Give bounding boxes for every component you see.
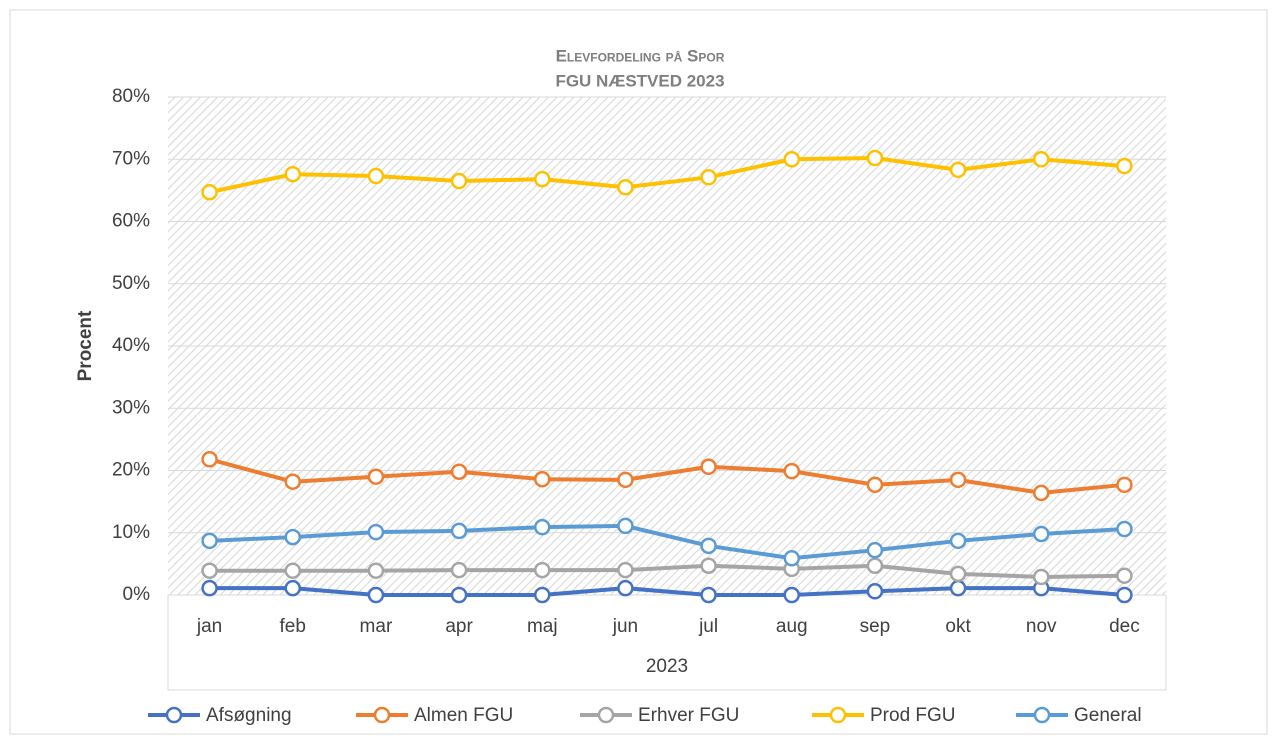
series-line [209,523,1125,561]
data-point [783,151,800,168]
data-point [700,557,717,574]
data-point [949,161,967,179]
x-tick-label: jan [196,616,222,637]
series-line [209,457,1125,495]
data-point [949,471,967,489]
data-point [534,586,551,604]
x-tick-label: dec [1109,616,1140,637]
legend-label: Afsøgning [206,705,292,726]
series-line [209,563,1125,579]
chart-subtitle: FGU NÆSTVED 2023 [555,71,724,90]
data-point [949,532,967,550]
legend-marker [597,706,615,724]
x-tick-label: maj [527,616,558,637]
x-tick-label: sep [860,616,891,637]
data-point [1116,157,1133,175]
data-point [367,586,385,604]
data-point [1116,520,1133,538]
data-point [949,579,967,597]
data-point [284,579,301,597]
data-point [866,557,884,574]
data-point [700,586,717,604]
data-point [700,537,717,555]
series-line [209,586,1125,597]
y-tick-label: 30% [112,397,150,418]
data-point [783,586,800,604]
y-tick-label: 50% [112,273,150,294]
data-point [866,476,884,494]
legend-label: Erhver FGU [638,705,739,726]
data-point [284,562,301,579]
legend-marker [829,706,847,724]
data-point [700,169,717,186]
data-point [201,451,218,468]
legend-label: Almen FGU [414,705,513,726]
data-point [783,550,800,567]
y-tick-label: 0% [123,584,151,605]
data-point [1033,151,1050,168]
data-point [367,167,385,185]
data-point [450,561,468,579]
data-point [1116,476,1133,494]
y-tick-label: 60% [112,211,150,232]
data-point [534,170,551,188]
data-point [450,172,468,190]
data-point [534,470,551,488]
y-tick-label: 80% [112,86,150,107]
data-point [534,561,551,579]
data-point [450,463,468,480]
data-point [866,541,884,559]
x-tick-label: feb [280,616,306,637]
x-tick-label: aug [776,616,808,637]
data-point [617,561,634,579]
data-point [1116,567,1133,584]
y-tick-label: 70% [112,148,150,169]
data-point [1116,586,1133,604]
data-point [534,518,551,536]
x-tick-label: jun [612,616,638,637]
series-line [209,156,1125,195]
data-point [367,468,385,485]
legend-label: General [1074,705,1142,726]
data-point [284,528,301,546]
data-point [284,165,301,183]
x-tick-label: apr [445,616,473,637]
y-tick-label: 40% [112,335,150,356]
legend-marker [165,706,183,724]
data-point [450,522,468,540]
legend-label: Prod FGU [870,705,956,726]
legend-marker [1033,706,1051,724]
data-point [1033,525,1050,543]
legend-marker [373,706,391,724]
data-point [949,565,967,583]
data-point [866,149,884,167]
data-point [367,523,385,541]
data-point [367,562,385,579]
data-point [617,579,634,597]
data-point [201,562,218,579]
x-tick-label: nov [1026,616,1057,637]
y-axis-label: Procent [75,310,96,381]
data-point [201,579,218,597]
data-point [1033,484,1050,502]
data-point [783,462,800,480]
data-point [201,183,218,201]
data-point [866,583,884,600]
data-point [201,532,218,550]
x-tick-label: mar [360,616,393,637]
y-tick-label: 10% [112,522,150,543]
data-point [617,179,634,196]
chart-title: Elevfordeling på Spor [556,46,725,65]
data-point [1033,568,1050,586]
data-point [617,517,634,535]
data-point [617,471,634,489]
data-point [700,458,717,476]
data-point [450,586,468,604]
data-point [284,473,301,490]
y-tick-label: 20% [112,460,150,481]
x-axis-label: 2023 [646,656,688,677]
x-tick-label: okt [945,616,971,637]
x-tick-label: jul [698,616,718,637]
